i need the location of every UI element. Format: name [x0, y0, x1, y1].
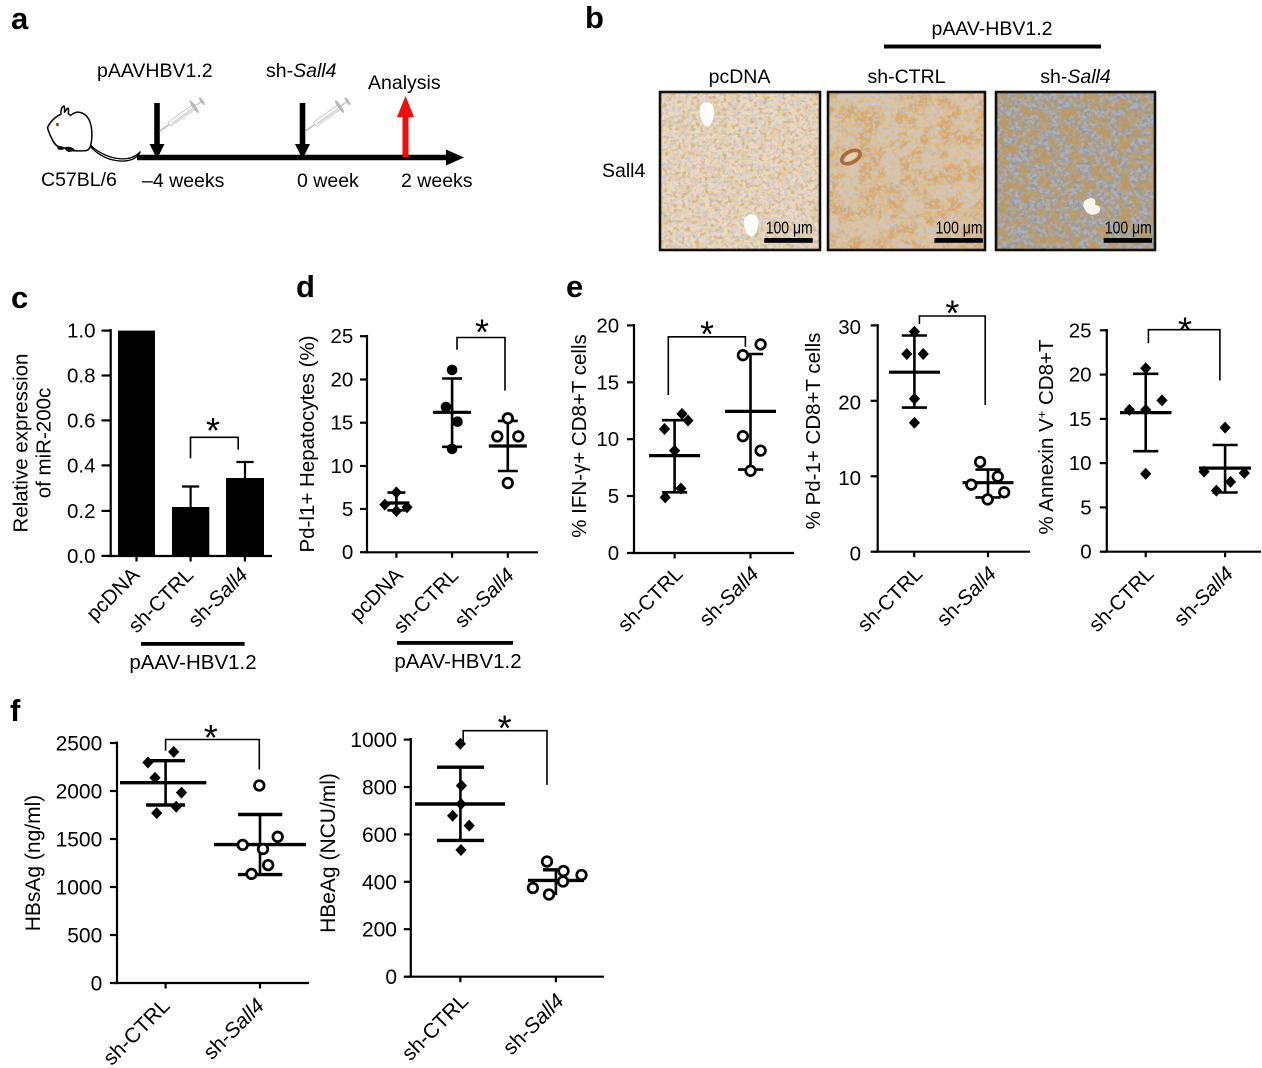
- svg-text:1.0: 1.0: [67, 320, 96, 343]
- svg-text:sh-Sall4: sh-Sall4: [1040, 66, 1111, 88]
- svg-text:*: *: [206, 410, 220, 451]
- svg-text:Sall4: Sall4: [602, 160, 646, 182]
- svg-text:of miR-200c: of miR-200c: [33, 388, 56, 499]
- svg-text:sh-CTRL: sh-CTRL: [867, 66, 945, 88]
- svg-text:e: e: [566, 269, 583, 304]
- svg-text:2500: 2500: [56, 733, 103, 756]
- svg-text:*: *: [475, 312, 489, 353]
- svg-text:10: 10: [596, 428, 619, 451]
- svg-text:sh-Sall4: sh-Sall4: [932, 562, 1001, 631]
- svg-text:20: 20: [838, 391, 861, 414]
- svg-text:sh-CTRL: sh-CTRL: [613, 562, 687, 636]
- svg-text:0: 0: [850, 542, 861, 565]
- svg-text:2 weeks: 2 weeks: [401, 170, 473, 192]
- svg-text:15: 15: [1069, 408, 1092, 431]
- svg-text:a: a: [11, 1, 29, 36]
- svg-text:20: 20: [596, 314, 619, 337]
- svg-text:100 μm: 100 μm: [766, 218, 813, 238]
- svg-text:sh-Sall4: sh-Sall4: [266, 60, 337, 82]
- svg-text:sh-Sall4: sh-Sall4: [199, 994, 269, 1064]
- svg-text:pAAV-HBV1.2: pAAV-HBV1.2: [931, 18, 1052, 40]
- svg-text:1000: 1000: [56, 877, 103, 900]
- svg-text:25: 25: [330, 325, 353, 348]
- svg-text:0.6: 0.6: [67, 409, 96, 432]
- svg-text:pAAVHBV1.2: pAAVHBV1.2: [97, 60, 213, 82]
- svg-text:d: d: [296, 269, 315, 304]
- svg-text:5: 5: [608, 485, 619, 508]
- svg-text:0: 0: [91, 973, 103, 996]
- svg-text:500: 500: [67, 925, 102, 948]
- svg-text:–4 weeks: –4 weeks: [142, 170, 225, 192]
- svg-text:0: 0: [608, 542, 619, 565]
- svg-text:10: 10: [330, 455, 353, 478]
- svg-text:pcDNA: pcDNA: [709, 66, 771, 88]
- svg-text:pAAV-HBV1.2: pAAV-HBV1.2: [129, 651, 256, 674]
- svg-text:600: 600: [362, 824, 397, 847]
- svg-text:Pd-l1+ Hepatocytes (%): Pd-l1+ Hepatocytes (%): [296, 335, 319, 552]
- svg-text:100 μm: 100 μm: [936, 218, 983, 238]
- svg-text:0.0: 0.0: [67, 545, 96, 568]
- svg-text:f: f: [10, 693, 21, 728]
- svg-text:sh-Sall4: sh-Sall4: [1169, 562, 1238, 631]
- svg-text:C57BL/6: C57BL/6: [41, 169, 117, 191]
- svg-text:0.8: 0.8: [67, 365, 96, 388]
- svg-text:0.2: 0.2: [67, 500, 96, 523]
- svg-text:15: 15: [330, 412, 353, 435]
- svg-text:1000: 1000: [350, 729, 397, 752]
- svg-text:20: 20: [1069, 364, 1092, 387]
- svg-text:25: 25: [1069, 319, 1092, 342]
- svg-text:0: 0: [385, 966, 397, 989]
- svg-text:sh-CTRL: sh-CTRL: [397, 990, 473, 1066]
- svg-text:200: 200: [362, 919, 397, 942]
- svg-text:15: 15: [596, 371, 619, 394]
- svg-text:0 week: 0 week: [297, 170, 359, 192]
- svg-text:5: 5: [342, 498, 353, 521]
- svg-text:b: b: [585, 0, 604, 35]
- svg-text:Analysis: Analysis: [368, 72, 441, 94]
- svg-text:20: 20: [330, 369, 353, 392]
- svg-text:100 μm: 100 μm: [1105, 218, 1152, 238]
- svg-text:0.4: 0.4: [67, 454, 96, 477]
- svg-text:sh-Sall4: sh-Sall4: [695, 562, 764, 631]
- svg-text:% Annexin V+ CD8+T: % Annexin V+ CD8+T: [1034, 339, 1059, 535]
- svg-text:*: *: [204, 717, 218, 758]
- svg-text:0: 0: [1080, 541, 1091, 564]
- svg-text:% IFN-γ+ CD8+T cells: % IFN-γ+ CD8+T cells: [568, 334, 591, 538]
- svg-text:Relative expression: Relative expression: [10, 354, 33, 533]
- svg-text:sh-Sall4: sh-Sall4: [499, 990, 569, 1060]
- svg-text:2000: 2000: [56, 781, 103, 804]
- svg-text:30: 30: [838, 316, 861, 339]
- svg-text:pAAV-HBV1.2: pAAV-HBV1.2: [394, 650, 521, 673]
- svg-text:400: 400: [362, 871, 397, 894]
- svg-text:10: 10: [838, 467, 861, 490]
- svg-text:sh-CTRL: sh-CTRL: [99, 994, 175, 1068]
- svg-text:c: c: [11, 280, 28, 315]
- svg-text:*: *: [1178, 310, 1192, 351]
- svg-text:1500: 1500: [56, 829, 103, 852]
- svg-text:*: *: [700, 314, 714, 355]
- svg-text:5: 5: [1080, 496, 1091, 519]
- svg-text:0: 0: [342, 541, 353, 564]
- svg-text:sh-CTRL: sh-CTRL: [853, 562, 927, 636]
- svg-text:sh-Sall4: sh-Sall4: [184, 563, 253, 632]
- svg-text:*: *: [945, 293, 959, 334]
- svg-text:10: 10: [1069, 452, 1092, 475]
- svg-text:800: 800: [362, 777, 397, 800]
- svg-text:HBeAg (NCU/ml): HBeAg (NCU/ml): [317, 773, 340, 933]
- svg-text:sh-CTRL: sh-CTRL: [1084, 562, 1158, 636]
- svg-text:sh-Sall4: sh-Sall4: [450, 564, 519, 633]
- svg-text:HBsAg (ng/ml): HBsAg (ng/ml): [22, 795, 45, 932]
- svg-text:*: *: [498, 707, 512, 748]
- svg-text:% Pd-1+ CD8+T cells: % Pd-1+ CD8+T cells: [802, 333, 825, 530]
